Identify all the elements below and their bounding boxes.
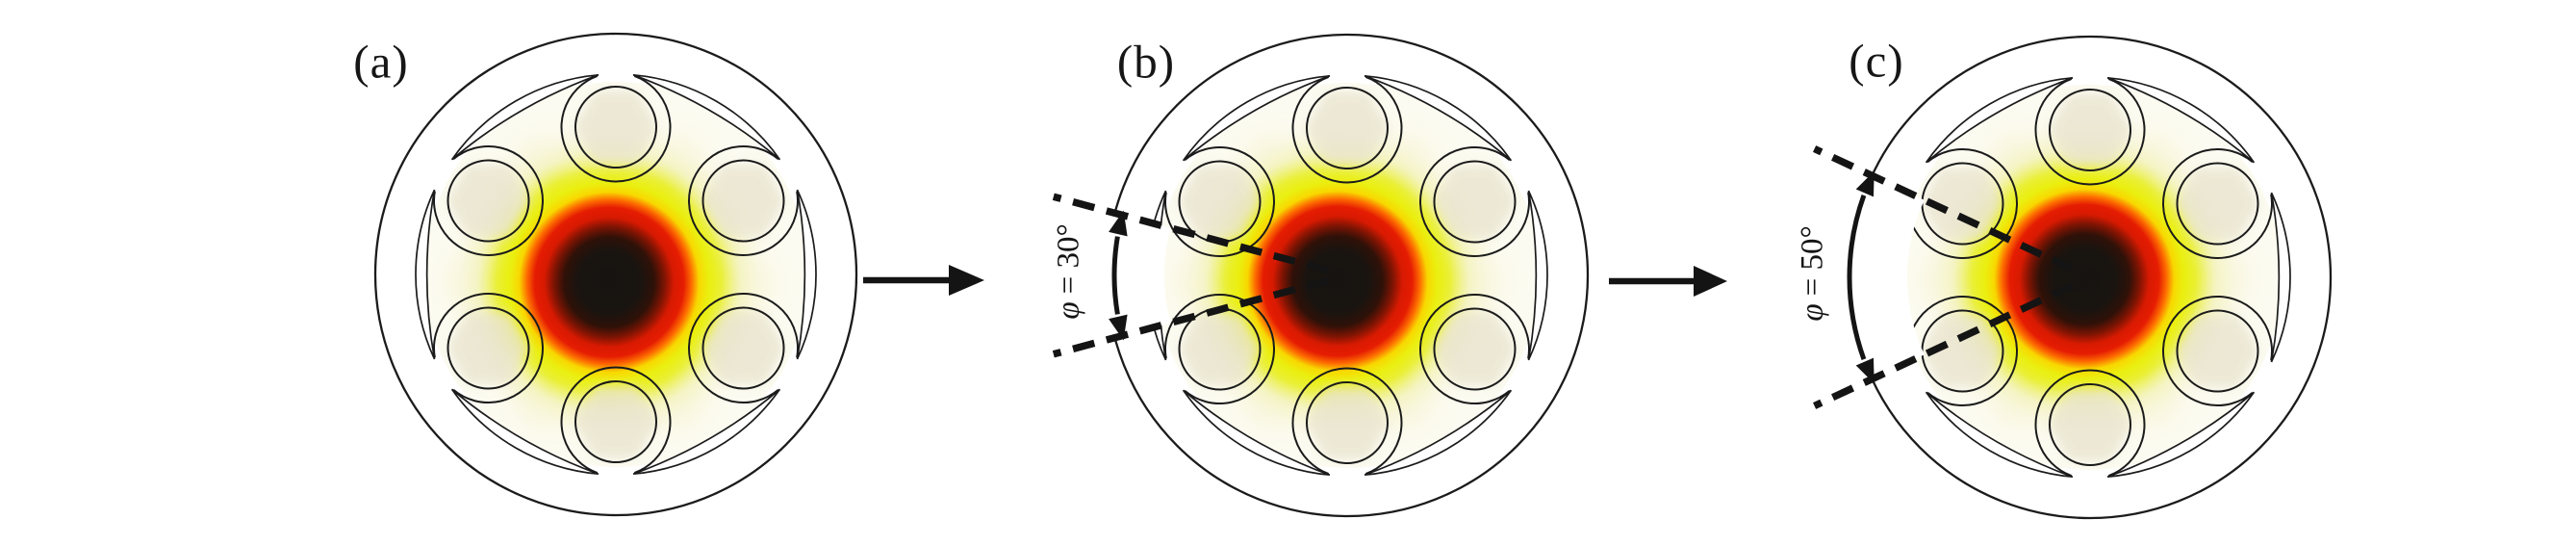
- capillary-leakage-tint: [1306, 386, 1389, 459]
- capillary-leakage-tint: [2176, 168, 2259, 240]
- capillary-outer-wall: [1419, 294, 1530, 404]
- capillary-leakage-tint: [1178, 313, 1262, 385]
- capillary-leakage-tint: [1921, 168, 2004, 240]
- wedge-dashed-lines: [1813, 145, 2075, 409]
- cladding-crescent: [450, 388, 599, 476]
- cladding-crescent: [450, 73, 599, 161]
- capillary-leakage-tint: [701, 165, 785, 237]
- capillary-inner-wall: [2176, 309, 2259, 393]
- angle-arc-arrowhead: [1855, 357, 1875, 384]
- cladding-crescent: [1364, 389, 1513, 477]
- capillary-inner-wall: [2049, 383, 2131, 466]
- angle-value: = 30°: [1051, 223, 1086, 295]
- cladding-crescent: [1527, 190, 1548, 361]
- capillary-outer-wall: [560, 74, 672, 183]
- capillary-outer-wall: [433, 293, 544, 403]
- capillary-outer-wall: [2162, 148, 2273, 259]
- angle-arc-arrowhead: [1109, 210, 1128, 237]
- capillary-leakage-tint: [1306, 91, 1389, 165]
- cladding-crescent: [2106, 76, 2256, 164]
- capillary-outer-wall: [1164, 294, 1275, 404]
- cladding-crescent: [1925, 391, 2074, 479]
- capillary-inner-wall: [1306, 87, 1389, 169]
- capillary-leakage-tint: [574, 385, 657, 458]
- capillary-inner-wall: [2049, 89, 2131, 171]
- cladding-crescent: [796, 189, 817, 360]
- capillary-leakage-tint: [1178, 166, 1262, 238]
- arrow-b-to-c: [1609, 266, 1727, 297]
- angle-measure-arc: [1847, 170, 1875, 384]
- angle-value: = 50°: [1795, 225, 1830, 297]
- fiber-cross-section-a: [373, 32, 858, 517]
- capillary-outer-wall: [2162, 296, 2273, 406]
- sector-dashed-line: [1052, 193, 1330, 274]
- capillary-inner-wall: [2176, 162, 2259, 246]
- phi-symbol: φ: [1051, 301, 1086, 320]
- panel-label-b: (b): [1116, 35, 1176, 89]
- cladding-crescent: [632, 73, 781, 161]
- cladding-crescent: [1925, 76, 2074, 164]
- arrow-a-to-b: [863, 265, 984, 296]
- capillary-leakage-tint: [1921, 315, 2004, 387]
- capillary-inner-wall: [574, 380, 657, 463]
- capillary-inner-wall: [701, 159, 785, 243]
- capillary-leakage-tint: [446, 165, 530, 237]
- capillary-leakage-tint: [1433, 313, 1517, 385]
- capillary-outer-wall: [2034, 77, 2146, 186]
- angle-arc: [1847, 195, 1867, 360]
- angle-arc: [1111, 236, 1120, 315]
- mode-core-gradient: [1911, 106, 2257, 453]
- fiber-cross-section-c: [1813, 35, 2333, 520]
- angle-arc-arrowhead: [1109, 314, 1128, 341]
- capillary-outer-wall: [1907, 296, 2018, 406]
- sector-dashed-line: [1052, 276, 1330, 358]
- phi-symbol: φ: [1795, 303, 1830, 322]
- angle-annotation-c: φ = 50°: [1796, 225, 1831, 321]
- cladding-crescent: [632, 388, 781, 476]
- cladding-crescent: [1364, 74, 1513, 162]
- wedge-cutout: [1087, 208, 1171, 343]
- sector-dashed-line: [1813, 145, 2075, 273]
- capillary-outer-wall: [1164, 146, 1275, 257]
- angle-annotation-b: φ = 30°: [1052, 223, 1087, 319]
- capillary-leakage-tint: [2049, 93, 2131, 167]
- cladding-crescent: [2106, 391, 2256, 479]
- angle-arc-arrowhead: [1855, 170, 1875, 197]
- cladding-crescent: [1182, 74, 1331, 162]
- panel-label-a: (a): [353, 35, 409, 89]
- capillary-leakage-tint: [2049, 388, 2131, 461]
- capillary-outer-wall: [560, 366, 672, 475]
- capillary-inner-wall: [574, 86, 657, 169]
- capillary-outer-wall: [433, 145, 544, 256]
- capillary-outer-wall: [1291, 367, 1403, 476]
- capillary-leakage-tint: [1433, 166, 1517, 238]
- capillary-outer-wall: [1419, 146, 1530, 257]
- capillary-inner-wall: [446, 159, 530, 243]
- capillary-leakage-tint: [2176, 315, 2259, 387]
- outer-jacket-circle: [373, 32, 858, 517]
- panel-label-c: (c): [1849, 34, 1904, 88]
- capillary-outer-wall: [2034, 369, 2146, 478]
- capillary-outer-wall: [1291, 75, 1403, 184]
- capillary-inner-wall: [1433, 160, 1517, 244]
- capillary-inner-wall: [1433, 307, 1517, 391]
- sector-dashed-line: [1813, 282, 2075, 409]
- fiber-cross-section-b: [1052, 33, 1590, 518]
- wedge-dashed-lines: [1052, 193, 1330, 358]
- capillary-outer-wall: [1907, 148, 2018, 259]
- capillary-inner-wall: [701, 306, 785, 390]
- capillary-inner-wall: [1306, 381, 1389, 464]
- cladding-crescent: [2270, 192, 2291, 363]
- cladding-crescent: [415, 189, 436, 360]
- capillary-inner-wall: [446, 306, 530, 390]
- capillary-leakage-tint: [701, 312, 785, 384]
- angle-measure-arc: [1109, 210, 1128, 341]
- capillary-leakage-tint: [574, 91, 657, 164]
- capillary-outer-wall: [688, 145, 799, 256]
- capillary-leakage-tint: [446, 312, 530, 384]
- capillary-outer-wall: [688, 293, 799, 403]
- cladding-crescent: [1182, 389, 1331, 477]
